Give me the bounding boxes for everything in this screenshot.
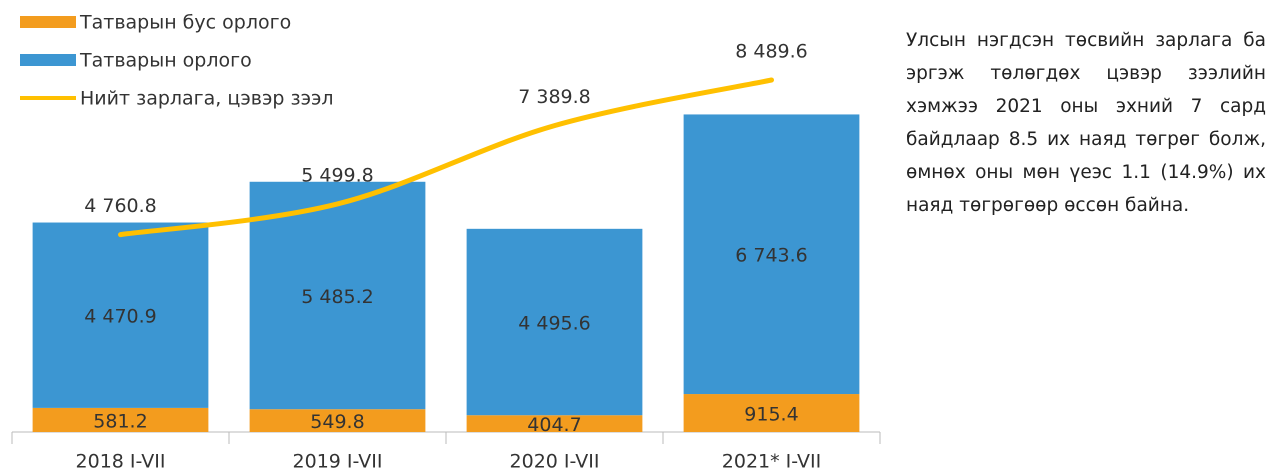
bar [683, 114, 860, 395]
data-label: 8 489.6 [735, 41, 808, 63]
data-label: 4 470.9 [84, 306, 157, 328]
data-label: 549.8 [310, 411, 364, 433]
x-tick-label: 2020 I-VII [510, 451, 600, 472]
line [118, 77, 774, 238]
legend-label: Татварын орлого [79, 50, 252, 72]
bar [249, 181, 426, 410]
x-tick-label: 2019 I-VII [293, 451, 383, 472]
description: Улсын нэгдсэн төсвийн зарлага ба эргэж т… [906, 30, 1266, 216]
x-tick-label: 2021* I-VII [722, 451, 821, 472]
data-label: 4 495.6 [518, 313, 591, 335]
legend-swatch [20, 16, 76, 28]
data-label: 915.4 [744, 404, 798, 426]
x-tick-label: 2018 I-VII [76, 451, 166, 472]
data-label: 5 499.8 [301, 164, 374, 186]
bar [32, 407, 209, 432]
legend-label: Татварын бус орлого [79, 12, 291, 34]
data-label: 5 485.2 [301, 286, 374, 308]
data-label: 7 389.8 [518, 86, 591, 108]
legend-swatch [20, 54, 76, 66]
chart: 2018 I-VII 581.2 4 470.9 2019 I-VII 549.8 5 4… [11, 12, 881, 472]
bar [466, 415, 643, 432]
data-label: 404.7 [527, 414, 581, 436]
bar [466, 228, 643, 416]
legend-label: Нийт зарлага, цэвэр зээл [80, 88, 334, 110]
data-label: 581.2 [93, 410, 147, 432]
data-label: 4 760.8 [84, 195, 157, 217]
bar [32, 222, 209, 408]
bar [683, 394, 860, 432]
data-label: 6 743.6 [735, 245, 808, 267]
bar [249, 409, 426, 432]
